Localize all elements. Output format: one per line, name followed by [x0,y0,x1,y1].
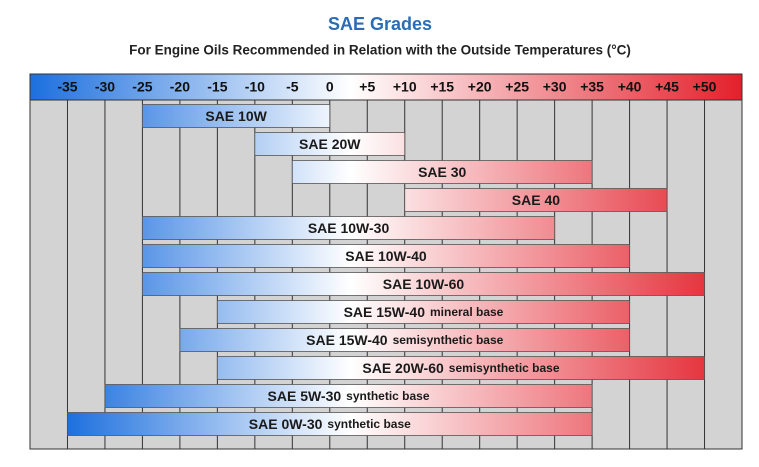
x-tick-label: 0 [326,79,334,95]
x-tick-label: +25 [505,79,529,95]
x-tick-label: +30 [543,79,567,95]
x-tick-label: -5 [286,79,299,95]
bar [67,412,593,436]
bar-label: SAE 40 [512,192,560,208]
x-tick-label: -25 [132,79,152,95]
axis-band [29,73,743,101]
x-tick-label: -30 [95,79,115,95]
bar [179,328,630,352]
x-tick-label: +20 [468,79,492,95]
bar-label-name: SAE 10W-40 [345,248,427,264]
bar [216,356,705,380]
bar-label: SAE 10W-60 [383,276,465,292]
bar-label-note: mineral base [430,305,504,319]
x-tick-label: -10 [245,79,265,95]
x-tick-label: +35 [580,79,604,95]
bar-label-name: SAE 40 [512,192,560,208]
x-tick-label: +45 [655,79,679,95]
bar [291,160,593,184]
bar [142,272,705,296]
bar-label-note: synthetic base [327,417,411,431]
bar-label-name: SAE 15W-40 [306,332,388,348]
chart-title: SAE Grades [328,14,432,34]
bar [254,132,406,156]
bar-label-name: SAE 0W-30 [249,416,323,432]
x-tick-label: +15 [430,79,454,95]
x-tick-label: +5 [359,79,375,95]
chart-subtitle: For Engine Oils Recommended in Relation … [129,43,631,58]
bar [216,300,630,324]
bar-label-name: SAE 5W-30 [268,388,342,404]
bar-label: SAE 10W-40 [345,248,427,264]
bar [142,216,556,240]
x-tick-label: +10 [393,79,417,95]
bar-label-name: SAE 10W-60 [383,276,465,292]
bar-label-name: SAE 15W-40 [344,304,426,320]
x-tick-label: -15 [207,79,227,95]
bar-label: SAE 20W [299,136,361,152]
x-tick-label: -20 [170,79,190,95]
bar-label: SAE 15W-40 semisynthetic base [306,332,503,348]
bar-label-name: SAE 20W-60 [362,360,444,376]
bar-label-note: semisynthetic base [449,361,560,375]
bar-label: SAE 0W-30 synthetic base [249,416,411,432]
bar-label: SAE 10W-30 [308,220,390,236]
bar-label: SAE 10W [205,108,267,124]
bar [104,384,593,408]
bar-label-note: synthetic base [346,389,430,403]
x-tick-label: +50 [693,79,717,95]
x-tick-label: +40 [618,79,642,95]
x-tick-label: -35 [57,79,77,95]
bar-label-note: semisynthetic base [393,333,504,347]
bar-label-name: SAE 20W [299,136,361,152]
bar-label: SAE 5W-30 synthetic base [268,388,430,404]
bar-label: SAE 30 [418,164,466,180]
bar-label: SAE 15W-40 mineral base [344,304,504,320]
bar [142,104,331,128]
bar [404,188,668,212]
bar-label-name: SAE 10W [205,108,267,124]
bar-label-name: SAE 10W-30 [308,220,390,236]
bar [142,244,630,268]
bar-label: SAE 20W-60 semisynthetic base [362,360,559,376]
bar-label-name: SAE 30 [418,164,466,180]
